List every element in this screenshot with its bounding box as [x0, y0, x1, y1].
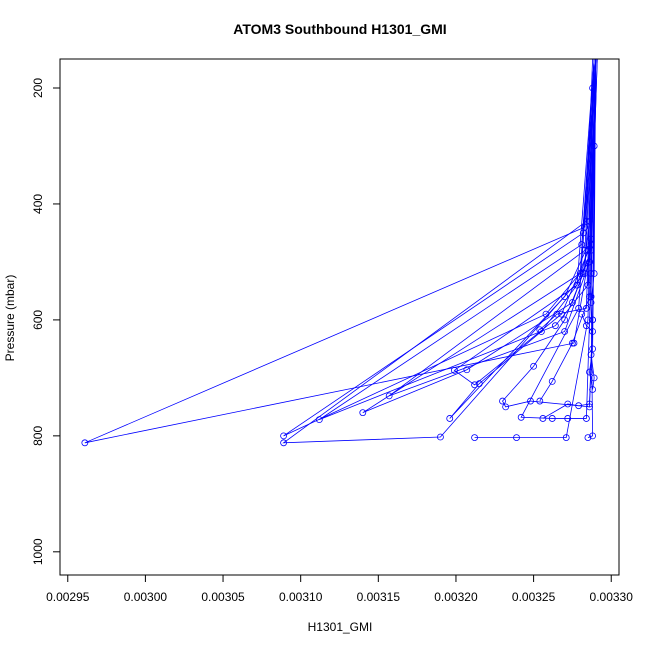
data-point: [530, 362, 537, 370]
data-point: [451, 366, 458, 374]
data-point: [315, 416, 323, 424]
x-axis-label: H1301_GMI: [308, 620, 373, 634]
data-point: [539, 415, 547, 422]
y-axis-label: Pressure (mbar): [3, 275, 17, 362]
data-point: [582, 304, 590, 312]
y-tick-label: 400: [31, 194, 45, 214]
data-point: [548, 377, 556, 385]
chart-title: ATOM3 Southbound H1301_GMI: [233, 21, 446, 37]
data-point: [589, 328, 596, 335]
data-point: [590, 270, 598, 277]
data-point: [582, 415, 590, 422]
x-tick-label: 0.00320: [434, 590, 478, 604]
data-point: [536, 397, 544, 405]
x-tick-label: 0.00330: [590, 590, 634, 604]
series-line-4: [283, 59, 597, 437]
data-point: [564, 400, 572, 408]
data-point: [437, 433, 444, 441]
data-point: [564, 415, 572, 422]
data-point: [553, 310, 561, 318]
series-line-2: [84, 59, 598, 444]
data-point: [385, 392, 393, 400]
y-tick-label: 1000: [31, 538, 45, 565]
series-line-1: [449, 59, 597, 419]
data-point: [582, 322, 590, 330]
series-line-5: [319, 59, 597, 420]
data-point: [536, 326, 544, 334]
data-point: [569, 339, 576, 347]
x-tick-label: 0.00300: [124, 590, 168, 604]
data-point: [584, 434, 592, 441]
x-tick-label: 0.00310: [279, 590, 323, 604]
data-point: [499, 397, 506, 405]
series-line-7: [388, 59, 597, 397]
data-point: [502, 403, 510, 411]
x-tick-label: 0.00295: [46, 590, 90, 604]
data-point: [575, 304, 583, 312]
y-tick-label: 800: [31, 426, 45, 446]
data-point: [562, 434, 570, 441]
data-point: [589, 386, 596, 393]
data-point: [542, 310, 550, 318]
data-point: [590, 374, 598, 382]
data-point: [589, 432, 596, 440]
data-point: [586, 368, 593, 376]
series-line-11: [539, 59, 597, 402]
data-point: [527, 397, 534, 405]
series-line-10: [474, 59, 595, 438]
series-line-16: [581, 59, 597, 333]
data-point: [81, 439, 89, 447]
data-point: [589, 345, 596, 353]
data-point: [548, 415, 556, 422]
data-point: [280, 432, 288, 440]
data-point: [446, 415, 454, 422]
data-point: [471, 381, 478, 389]
x-tick-label: 0.00305: [201, 590, 245, 604]
x-tick-label: 0.00325: [512, 590, 556, 604]
series-line-9: [520, 59, 597, 419]
data-point: [517, 413, 525, 421]
y-tick-label: 200: [31, 78, 45, 98]
data-point: [513, 434, 520, 441]
data-point: [575, 402, 583, 410]
plot-frame: [59, 58, 620, 576]
data-point: [359, 409, 367, 417]
data-point: [551, 322, 559, 330]
data-point: [578, 310, 586, 318]
series-line-12: [587, 59, 597, 438]
series-line-3: [282, 59, 597, 444]
series-line-8: [453, 59, 598, 386]
data-point: [463, 366, 471, 374]
data-point: [587, 299, 595, 306]
series-layer: [81, 59, 598, 447]
data-point: [471, 434, 478, 441]
data-point: [561, 316, 569, 324]
x-tick-label: 0.00315: [357, 590, 401, 604]
axes-layer: 0.00295 0.00300 0.00305 0.00310 0.00315 0.003…: [31, 78, 633, 604]
data-point: [280, 439, 288, 447]
y-tick-label: 600: [31, 310, 45, 330]
series-line-14: [539, 59, 595, 331]
data-point: [586, 400, 593, 408]
